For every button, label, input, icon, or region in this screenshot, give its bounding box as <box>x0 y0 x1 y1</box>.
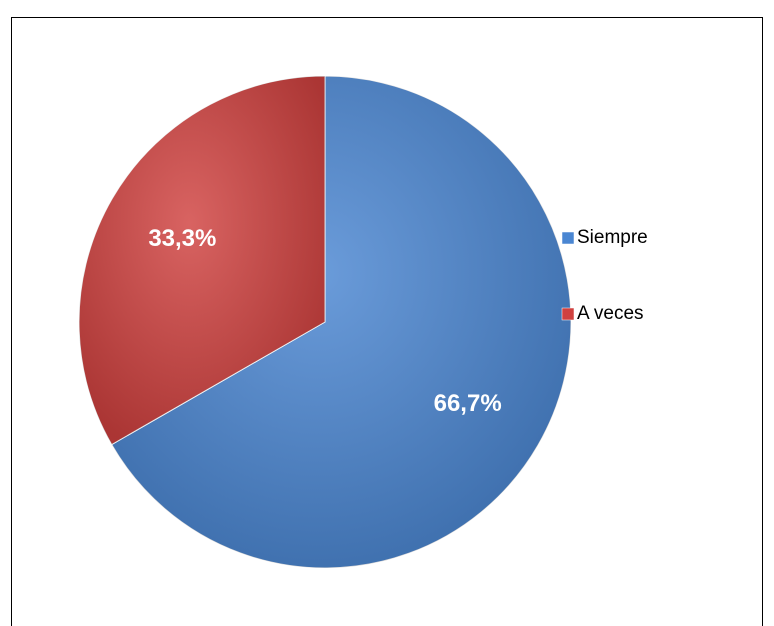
legend-swatch <box>561 231 575 245</box>
data-label: 33,3% <box>148 225 216 252</box>
slice-shade <box>111 76 571 569</box>
legend-swatch <box>561 307 575 321</box>
data-label: 66,7% <box>434 390 502 417</box>
slice-shade <box>79 76 325 445</box>
legend-label: Siempre <box>577 227 648 248</box>
legend-label: A veces <box>577 303 644 324</box>
